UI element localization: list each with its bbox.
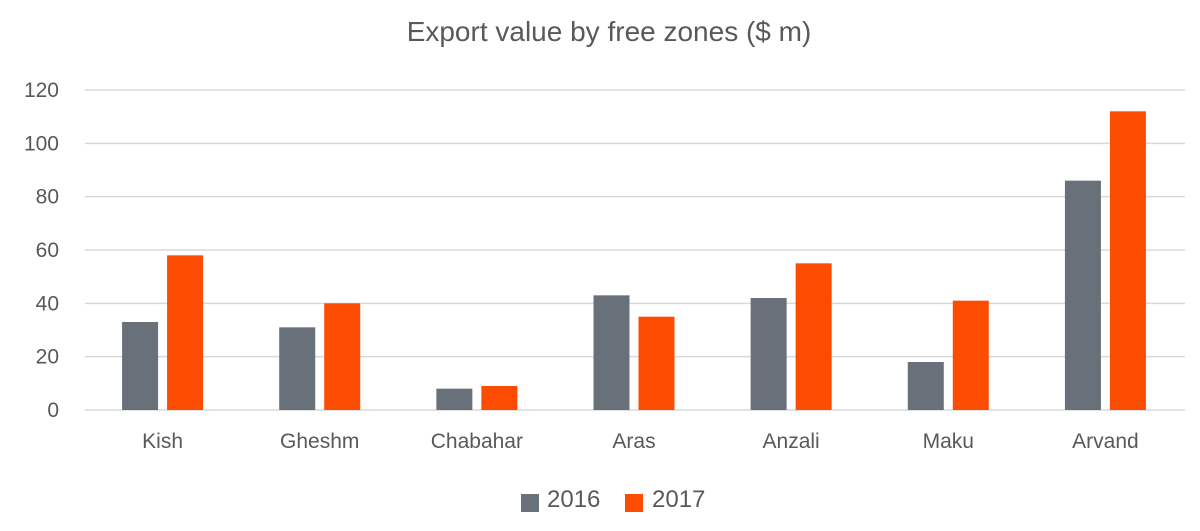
bar-gheshm-2017: [324, 303, 361, 410]
x-tick-label-kish: Kish: [142, 430, 183, 453]
y-tick-label: 0: [47, 399, 59, 422]
bar-aras-2016: [593, 295, 630, 410]
legend-label-2016: 2016: [547, 486, 600, 513]
legend-swatch-2016: [521, 494, 539, 512]
x-axis-category-labels: Kish Gheshm Chabahar Aras Anzali Maku Arvand: [142, 430, 1139, 453]
bar-arvand-2017: [1109, 111, 1146, 410]
bar-maku-2016: [907, 362, 944, 410]
bars: [122, 111, 1146, 410]
chart-title: Export value by free zones ($ m): [407, 16, 812, 47]
bar-kish-2017: [167, 255, 204, 410]
x-tick-label-gheshm: Gheshm: [280, 430, 359, 453]
bar-anzali-2017: [795, 263, 832, 410]
gridlines: [85, 89, 1185, 411]
bar-aras-2017: [638, 316, 675, 410]
x-tick-label-anzali: Anzali: [763, 430, 820, 453]
bar-maku-2017: [952, 300, 989, 410]
legend-label-2017: 2017: [652, 486, 705, 513]
y-tick-label: 40: [36, 292, 59, 315]
bar-chabahar-2017: [481, 386, 518, 410]
x-tick-label-arvand: Arvand: [1072, 430, 1139, 453]
y-axis-tick-labels: 0 20 40 60 80 100 120: [24, 79, 59, 422]
x-tick-label-chabahar: Chabahar: [431, 430, 523, 453]
legend-swatch-2017: [625, 494, 643, 512]
y-tick-label: 80: [36, 186, 59, 209]
y-tick-label: 120: [24, 79, 59, 102]
y-tick-label: 100: [24, 132, 59, 155]
bar-kish-2016: [122, 322, 159, 410]
y-tick-label: 60: [36, 239, 59, 262]
bar-anzali-2016: [750, 298, 787, 410]
x-tick-label-aras: Aras: [612, 430, 655, 453]
bar-gheshm-2016: [279, 327, 316, 410]
bar-chabahar-2016: [436, 388, 473, 410]
x-tick-label-maku: Maku: [923, 430, 974, 453]
legend: 2016 2017: [521, 486, 705, 513]
bar-arvand-2016: [1064, 180, 1101, 410]
y-tick-label: 20: [36, 346, 59, 369]
